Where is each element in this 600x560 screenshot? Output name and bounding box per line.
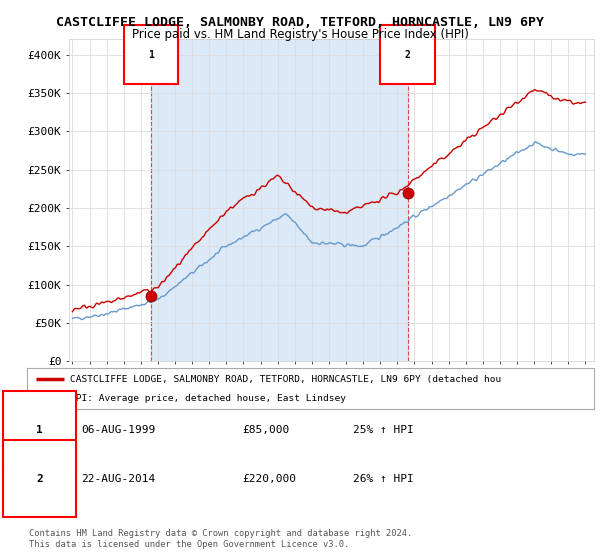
Text: 2: 2 <box>404 49 410 59</box>
Text: 2: 2 <box>36 474 43 484</box>
Text: Contains HM Land Registry data © Crown copyright and database right 2024.
This d: Contains HM Land Registry data © Crown c… <box>29 529 412 549</box>
Text: 22-AUG-2014: 22-AUG-2014 <box>81 474 155 484</box>
Text: CASTCLIFFE LODGE, SALMONBY ROAD, TETFORD, HORNCASTLE, LN9 6PY: CASTCLIFFE LODGE, SALMONBY ROAD, TETFORD… <box>56 16 544 29</box>
Text: 1: 1 <box>36 424 43 435</box>
Text: £220,000: £220,000 <box>242 474 296 484</box>
Text: 1: 1 <box>148 49 154 59</box>
Text: 25% ↑ HPI: 25% ↑ HPI <box>353 424 414 435</box>
Text: 06-AUG-1999: 06-AUG-1999 <box>81 424 155 435</box>
Text: 26% ↑ HPI: 26% ↑ HPI <box>353 474 414 484</box>
Text: £85,000: £85,000 <box>242 424 290 435</box>
Text: HPI: Average price, detached house, East Lindsey: HPI: Average price, detached house, East… <box>70 394 346 403</box>
Text: CASTCLIFFE LODGE, SALMONBY ROAD, TETFORD, HORNCASTLE, LN9 6PY (detached hou: CASTCLIFFE LODGE, SALMONBY ROAD, TETFORD… <box>70 375 501 384</box>
Text: Price paid vs. HM Land Registry's House Price Index (HPI): Price paid vs. HM Land Registry's House … <box>131 28 469 41</box>
Bar <box>151 39 407 361</box>
